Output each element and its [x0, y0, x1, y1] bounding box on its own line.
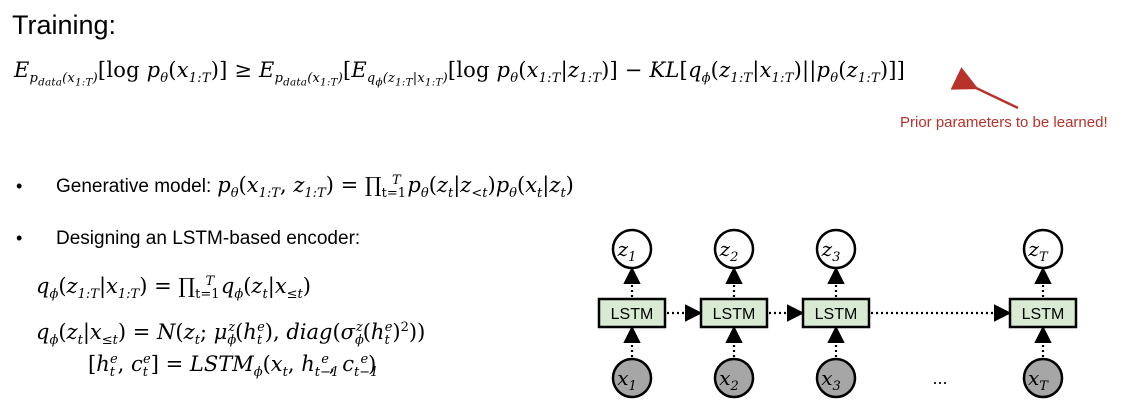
input-node: [611, 357, 653, 399]
input-node: [713, 357, 755, 399]
lstm-cell-label: LSTM: [815, 306, 858, 323]
prior-annotation: Prior parameters to be learned!: [900, 114, 1108, 131]
lstm-cell-label: LSTM: [713, 306, 756, 323]
latent-node: [1022, 228, 1064, 270]
encoder-bullet: • Designing an LSTM-based encoder:: [16, 228, 360, 250]
encoder-label: Designing an LSTM-based encoder:: [56, 228, 361, 249]
encoder-factorization-equation: qϕ(z1:T|x1:T) = ∏t=1T qϕ(zt|x≤t): [36, 274, 311, 303]
bullet-dot: •: [16, 176, 23, 196]
input-node: [815, 357, 857, 399]
input-node: [1022, 357, 1064, 399]
elbo-equation: Epdata(x1:T)[log pθ(x1:T)] ≥ Epdata(x1:T…: [14, 58, 906, 89]
generative-model-bullet: • Generative model: pθ(x1:T, z1:T) = ∏t=…: [16, 173, 574, 202]
latent-node: [713, 228, 755, 270]
slide-title: Training:: [12, 10, 117, 40]
lstm-cell: [597, 297, 667, 329]
lstm-update-equation: [hte, cte] = LSTMϕ(xt, ht−1e, ct−1e): [88, 352, 379, 381]
lstm-cell: [699, 297, 769, 329]
lstm-cell: [1008, 297, 1078, 329]
generative-model-equation: pθ(x1:T, z1:T) = ∏t=1T pθ(zt|z<t)pθ(xt|z…: [217, 173, 574, 202]
lstm-cell-label: LSTM: [611, 306, 654, 323]
bullet-dot: •: [16, 228, 23, 248]
ellipsis: ...: [932, 368, 947, 388]
encoder-gaussian-equation: qϕ(zt|x≤t) = N(zt; μϕz(hte), diag(σϕz(ht…: [36, 320, 426, 349]
generative-model-label: Generative model:: [56, 176, 212, 197]
lstm-cell: [801, 297, 871, 329]
latent-node: [815, 228, 857, 270]
latent-node: [611, 228, 653, 270]
lstm-cell-label: LSTM: [1022, 306, 1065, 323]
annotation-arrow: [950, 67, 1019, 110]
